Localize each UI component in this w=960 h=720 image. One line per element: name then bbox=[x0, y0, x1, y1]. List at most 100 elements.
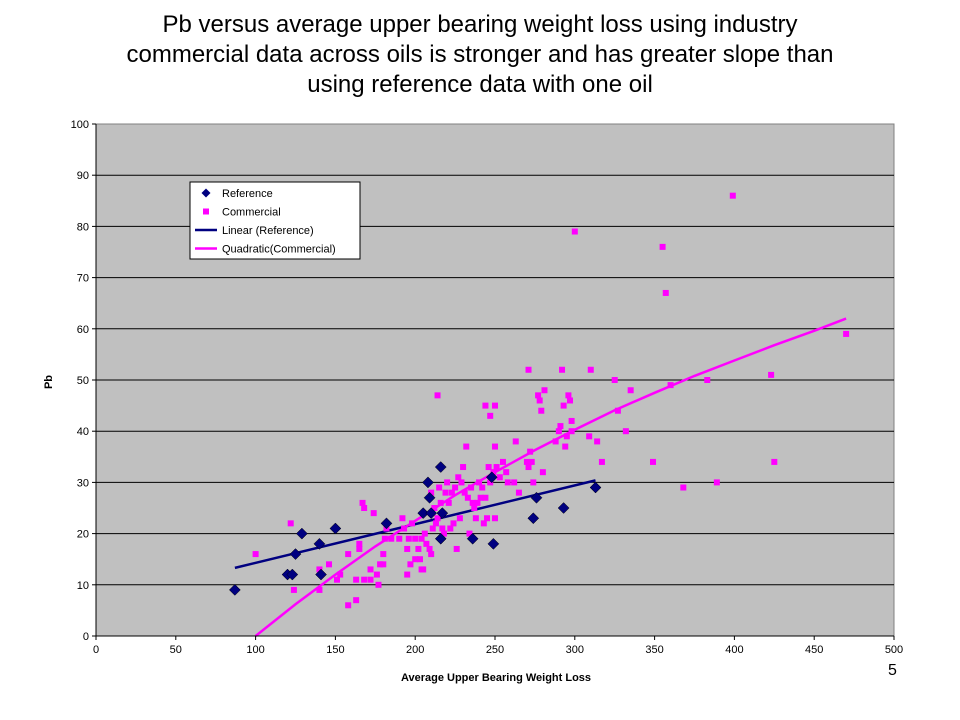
commercial-point-117 bbox=[563, 433, 570, 440]
commercial-point-14 bbox=[359, 499, 366, 506]
axes: 0 10 20 30 40 50 60 70 80 90 100 0 50 100 150 200 250 300… bbox=[71, 119, 904, 656]
reference-point-8 bbox=[380, 517, 393, 530]
commercial-point-97 bbox=[511, 479, 518, 486]
commercial-point-120 bbox=[568, 417, 575, 424]
commercial-point-104 bbox=[528, 458, 535, 465]
commercial-point-96 bbox=[504, 479, 511, 486]
x-tick-label-9: 450 bbox=[805, 644, 823, 656]
commercial-point-98 bbox=[512, 438, 519, 445]
y-tick-label-6: 60 bbox=[77, 324, 89, 336]
commercial-point-76 bbox=[472, 515, 479, 522]
commercial-point-57 bbox=[442, 489, 449, 496]
y-tick-label-3: 30 bbox=[77, 477, 89, 489]
commercial-point-22 bbox=[377, 561, 384, 568]
commercial-point-40 bbox=[418, 535, 425, 542]
commercial-point-89 bbox=[492, 402, 498, 409]
commercial-point-39 bbox=[416, 556, 423, 563]
commercial-point-131 bbox=[650, 458, 657, 465]
commercial-point-2 bbox=[290, 586, 297, 593]
commercial-point-78 bbox=[476, 479, 483, 486]
commercial-point-75 bbox=[471, 505, 478, 511]
gridlines bbox=[96, 174, 894, 586]
reference-point-11 bbox=[423, 491, 436, 504]
commercial-point-72 bbox=[466, 530, 473, 537]
commercial-point-93 bbox=[496, 474, 503, 481]
commercial-point-59 bbox=[445, 499, 452, 506]
legend-label-3: Quadratic(Commercial) bbox=[222, 244, 336, 256]
x-tick-label-1: 50 bbox=[170, 644, 182, 656]
commercial-point-121 bbox=[568, 428, 575, 435]
commercial-point-17 bbox=[367, 576, 374, 583]
commercial-point-74 bbox=[469, 499, 476, 506]
reference-point-3 bbox=[289, 548, 302, 560]
commercial-point-0 bbox=[252, 551, 259, 558]
commercial-point-111 bbox=[552, 438, 559, 445]
y-axis-label: Pb bbox=[43, 375, 55, 389]
commercial-point-116 bbox=[562, 443, 569, 450]
commercial-point-122 bbox=[571, 228, 578, 235]
data-points bbox=[228, 192, 850, 609]
commercial-point-141 bbox=[843, 330, 850, 337]
legend: Reference Commercial Linear (Reference) Qua… bbox=[189, 181, 361, 260]
commercial-point-88 bbox=[490, 469, 497, 476]
commercial-point-85 bbox=[485, 464, 492, 471]
legend-label-0: Reference bbox=[222, 188, 273, 200]
reference-point-2 bbox=[286, 568, 299, 581]
commercial-point-52 bbox=[434, 392, 441, 399]
reference-point-21 bbox=[557, 502, 570, 514]
commercial-point-38 bbox=[415, 545, 422, 552]
reference-point-15 bbox=[434, 532, 447, 545]
commercial-point-119 bbox=[567, 397, 574, 404]
commercial-point-106 bbox=[535, 392, 542, 399]
commercial-point-90 bbox=[492, 443, 498, 450]
commercial-point-79 bbox=[477, 494, 484, 501]
commercial-point-65 bbox=[455, 474, 462, 481]
commercial-point-18 bbox=[367, 566, 374, 573]
commercial-point-105 bbox=[530, 479, 537, 486]
commercial-point-5 bbox=[326, 561, 333, 568]
commercial-point-128 bbox=[614, 407, 621, 414]
commercial-point-138 bbox=[729, 192, 736, 199]
y-tick-label-5: 50 bbox=[77, 375, 89, 387]
commercial-point-47 bbox=[428, 489, 435, 496]
y-tick-label-4: 40 bbox=[77, 426, 89, 438]
y-tick-label-0: 0 bbox=[83, 631, 89, 643]
commercial-point-125 bbox=[594, 438, 601, 445]
y-tick-label-1: 10 bbox=[77, 580, 89, 592]
commercial-point-86 bbox=[487, 479, 494, 486]
commercial-point-82 bbox=[482, 402, 489, 409]
y-tick-label-2: 20 bbox=[77, 529, 89, 541]
legend-label-1: Commercial bbox=[222, 207, 281, 219]
commercial-point-62 bbox=[450, 520, 457, 527]
legend-marker-commercial bbox=[203, 208, 209, 215]
reference-point-13 bbox=[434, 461, 447, 473]
commercial-point-60 bbox=[447, 525, 454, 532]
commercial-point-50 bbox=[432, 520, 439, 527]
title-line-2: commercial data across oils is stronger … bbox=[126, 41, 834, 68]
commercial-point-87 bbox=[487, 412, 494, 419]
commercial-point-107 bbox=[536, 397, 543, 404]
commercial-point-45 bbox=[426, 545, 433, 552]
commercial-point-20 bbox=[373, 571, 380, 578]
legend-marker-reference bbox=[201, 188, 211, 198]
commercial-point-54 bbox=[437, 499, 444, 506]
commercial-point-92 bbox=[493, 464, 500, 471]
commercial-point-25 bbox=[380, 561, 387, 568]
commercial-point-124 bbox=[587, 366, 594, 373]
commercial-point-113 bbox=[557, 423, 564, 430]
commercial-point-28 bbox=[396, 535, 403, 542]
reference-point-17 bbox=[485, 471, 498, 484]
commercial-point-51 bbox=[434, 515, 441, 522]
commercial-point-21 bbox=[375, 581, 382, 588]
reference-point-22 bbox=[589, 481, 602, 494]
commercial-point-42 bbox=[420, 566, 427, 573]
commercial-point-140 bbox=[771, 458, 778, 465]
reference-point-6 bbox=[315, 568, 327, 581]
commercial-point-137 bbox=[713, 479, 720, 486]
commercial-point-33 bbox=[405, 535, 412, 542]
commercial-point-114 bbox=[559, 366, 566, 373]
commercial-point-91 bbox=[492, 515, 498, 522]
reference-point-16 bbox=[466, 532, 479, 545]
commercial-point-132 bbox=[659, 243, 666, 250]
commercial-point-12 bbox=[356, 545, 363, 552]
